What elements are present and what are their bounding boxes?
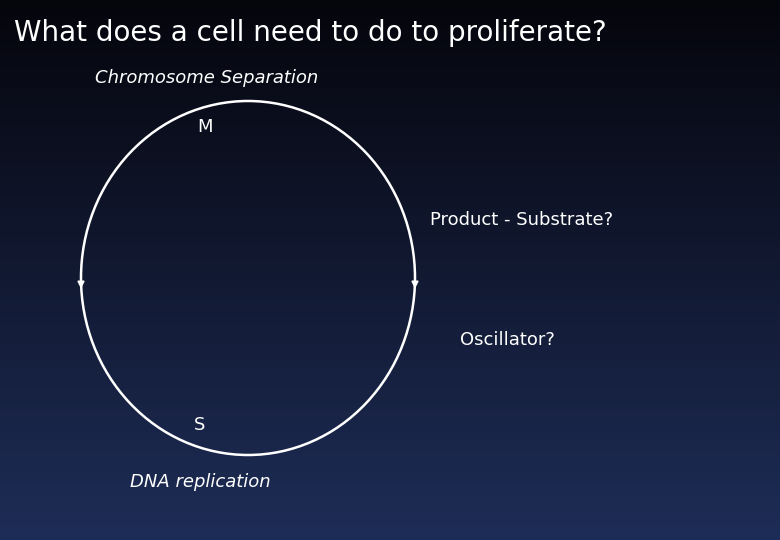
Text: DNA replication: DNA replication bbox=[130, 473, 271, 491]
Text: S: S bbox=[194, 416, 205, 434]
Text: What does a cell need to do to proliferate?: What does a cell need to do to prolifera… bbox=[14, 19, 607, 47]
Text: Oscillator?: Oscillator? bbox=[460, 331, 555, 349]
Text: Product - Substrate?: Product - Substrate? bbox=[430, 211, 613, 229]
Text: Chromosome Separation: Chromosome Separation bbox=[95, 69, 318, 87]
Text: M: M bbox=[197, 118, 213, 136]
